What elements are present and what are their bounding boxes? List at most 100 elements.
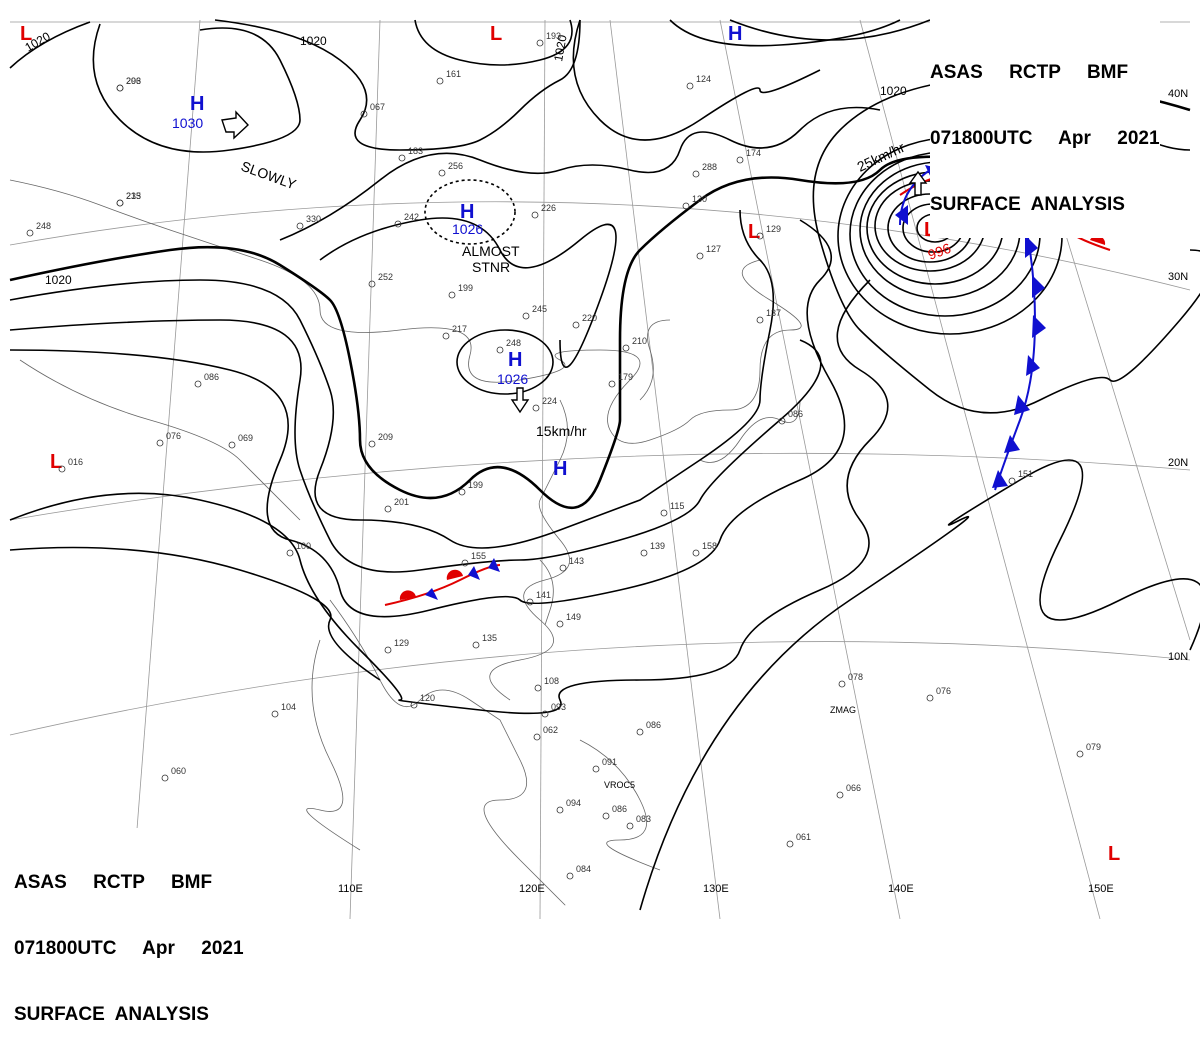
station-marker [26,229,34,237]
station-pressure: 199 [468,480,483,490]
station-marker [556,620,564,628]
station-marker [368,280,376,288]
station-pressure: 139 [650,541,665,551]
station-marker [622,344,630,352]
station-pressure: 060 [171,766,186,776]
station-pressure: 079 [1086,742,1101,752]
station-pressure: 083 [636,814,651,824]
station-pressure: 199 [458,283,473,293]
station-marker [682,202,690,210]
low-symbol: L [20,23,32,45]
station-marker [194,380,202,388]
station-marker [566,872,574,880]
station-pressure: 293 [126,76,141,86]
header-line3: SURFACE ANALYSIS [14,1004,209,1025]
movement-note: 15km/hr [536,423,587,439]
station-marker [536,39,544,47]
header-line2: 071800UTC Apr 2021 [14,938,244,959]
high-symbol: H [508,349,522,371]
high-symbol: H [460,201,474,223]
station-pressure: 130 [692,194,707,204]
station-marker [692,170,700,178]
station-marker [384,505,392,513]
station-marker [1008,477,1016,485]
station-marker [692,549,700,557]
station-pressure: 248 [506,338,521,348]
station-marker [838,680,846,688]
longitude-label: 130E [703,883,729,895]
station-pressure: 209 [378,432,393,442]
station-marker [522,312,530,320]
station-pressure: 061 [796,832,811,842]
pressure-value: 996 [926,240,954,263]
station-marker [572,321,580,329]
station-marker [559,564,567,572]
station-pressure: 066 [846,783,861,793]
station-pressure: 069 [238,433,253,443]
isobar-label: 1020 [300,34,327,48]
station-marker [526,598,534,606]
station-pressure: 086 [204,372,219,382]
high-symbol: H [728,23,742,45]
station-marker [458,488,466,496]
longitude-label: 120E [519,883,545,895]
station-pressure: 233 [126,191,141,201]
station-marker [410,701,418,709]
station-pressure: 179 [618,372,633,382]
station-marker [756,316,764,324]
station-pressure: 151 [1018,469,1033,479]
station-marker [608,380,616,388]
header-line1: ASAS RCTP BMF [930,62,1129,83]
station-pressure: 149 [566,612,581,622]
station-pressure: 174 [746,148,761,158]
station-pressure: 115 [670,501,684,511]
station-pressure: 158 [702,541,717,551]
station-pressure: 220 [582,313,597,323]
station-marker [448,291,456,299]
station-marker [534,684,542,692]
station-marker [836,791,844,799]
station-marker [156,439,164,447]
station-pressure: 242 [404,212,419,222]
station-pressure: 078 [848,672,863,682]
station-pressure: 215 [126,191,141,201]
station-pressure: 067 [370,102,385,112]
station-marker [602,812,610,820]
station-pressure: 183 [408,146,423,156]
station-marker [442,332,450,340]
station-pressure: 062 [543,725,558,735]
station-marker [472,641,480,649]
longitude-label: 110E [338,883,363,895]
station-marker [161,774,169,782]
station-pressure: 093 [551,702,566,712]
station-pressure: 120 [420,693,435,703]
station-marker [786,840,794,848]
low-symbol: L [748,221,760,243]
header-line3: SURFACE ANALYSIS [930,194,1125,215]
station-pressure: 124 [696,74,711,84]
station-marker [436,77,444,85]
station-marker [398,154,406,162]
station-plots: 293 233 248 330 256 252 199 217 245 220 248 224 209 1… [26,31,1101,880]
movement-note: ALMOST [462,243,520,259]
station-marker [116,84,124,92]
low-symbol: L [490,23,502,45]
station-pressure: 245 [532,304,547,314]
station-marker [640,549,648,557]
low-symbol: L [50,451,62,473]
station-pressure: 086 [612,804,627,814]
station-pressure: 161 [446,69,461,79]
station-marker [541,710,549,718]
station-pressure: 141 [536,590,551,600]
station-pressure: 206 [126,76,141,86]
pressure-value: 1030 [172,115,203,131]
low-symbol: L [1108,843,1120,865]
station-marker [926,694,934,702]
isobar-label: 1020 [551,33,569,62]
pressure-value: 1026 [497,371,528,387]
station-pressure: 091 [602,757,617,767]
station-pressure: 094 [566,798,581,808]
dotted-high-outline [424,179,516,245]
station-pressure: 135 [482,633,497,643]
station-pressure: 155 [471,551,486,561]
